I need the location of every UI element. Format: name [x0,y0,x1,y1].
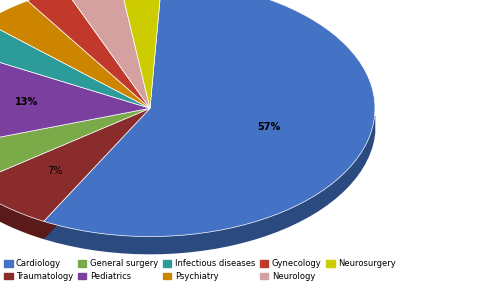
Wedge shape [0,108,150,185]
Text: 7%: 7% [46,166,62,176]
Text: 57%: 57% [258,122,281,132]
Polygon shape [0,108,150,202]
Wedge shape [28,0,150,108]
Polygon shape [44,116,374,254]
Wedge shape [0,1,150,108]
Wedge shape [120,0,162,108]
Wedge shape [0,48,150,149]
Wedge shape [44,0,375,237]
Legend: Cardiology, Traumatology, General surgery, Pediatrics, Infectious diseases, Psyc: Cardiology, Traumatology, General surger… [4,260,396,281]
Text: 13%: 13% [15,97,38,107]
Polygon shape [44,108,150,239]
Polygon shape [0,108,150,166]
Polygon shape [0,108,150,202]
Wedge shape [0,21,150,108]
Polygon shape [0,185,44,239]
Polygon shape [0,108,150,166]
Wedge shape [0,108,150,221]
Wedge shape [65,0,150,108]
Polygon shape [44,108,150,239]
